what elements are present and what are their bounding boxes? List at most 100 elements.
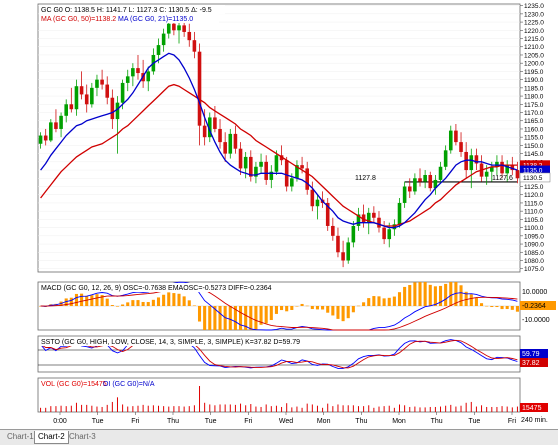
candle-body <box>336 235 340 253</box>
candle-body <box>372 212 376 218</box>
macd-hist-bar <box>403 286 407 306</box>
macd-hist-bar <box>269 306 273 321</box>
candle-body <box>100 79 104 85</box>
price-tick-label: 1080.0 <box>524 258 544 265</box>
price-tick-label: 1100.0 <box>524 225 544 232</box>
macd-histogram <box>39 282 519 330</box>
time-label: Thu <box>167 418 179 425</box>
time-label: Tue <box>468 418 480 425</box>
price-tick-label: 1200.0 <box>524 61 544 68</box>
macd-hist-bar <box>377 296 381 306</box>
macd-hist-bar <box>392 296 396 306</box>
macd-hist-bar <box>321 306 325 310</box>
macd-hist-bar <box>192 305 196 306</box>
macd-hist-bar <box>39 306 43 307</box>
macd-hist-bar <box>69 297 73 306</box>
candle-body <box>295 165 299 179</box>
candle-body <box>136 68 140 74</box>
macd-hist-bar <box>197 306 202 322</box>
time-label: Wed <box>279 418 293 425</box>
badge-ma21-bg <box>520 165 550 175</box>
candle-body <box>182 25 186 32</box>
macd-hist-bar <box>167 292 171 306</box>
time-label: Tue <box>92 418 104 425</box>
macd-hist-bar <box>295 306 299 307</box>
time-label: Mon <box>392 418 406 425</box>
macd-hist-bar <box>326 306 330 313</box>
candle-body <box>110 97 115 120</box>
macd-hist-bar <box>151 299 155 306</box>
price-tick-label: 1195.0 <box>524 69 544 76</box>
price-tick-label: 1190.0 <box>524 77 544 84</box>
candle-body <box>382 227 386 240</box>
macd-hist-bar <box>469 294 473 306</box>
candle-body <box>269 171 274 180</box>
candle-body <box>120 82 125 103</box>
candle-body <box>290 178 294 187</box>
candle-body <box>464 151 468 171</box>
macd-hist-bar <box>244 306 248 330</box>
ma21-line <box>40 52 518 229</box>
macd-hist-bar <box>74 293 78 306</box>
price-tick-label: 1075.0 <box>524 266 544 273</box>
candle-body <box>341 252 345 261</box>
macd-hist-bar <box>397 292 402 306</box>
candle-body <box>484 171 489 177</box>
candle-body <box>264 161 268 180</box>
candle-body <box>428 174 433 189</box>
macd-hist-bar <box>331 306 335 316</box>
macd-hist-bar <box>80 293 84 306</box>
price-tick-label: 1210.0 <box>524 44 544 51</box>
candle-body <box>377 217 381 228</box>
candle-body <box>90 87 94 105</box>
candle-body <box>274 155 279 172</box>
tab-chart-2[interactable]: Chart-2 <box>34 431 69 444</box>
candle-body <box>172 23 176 31</box>
macd-hist-bar <box>208 306 212 330</box>
macd-hist-bar <box>203 306 207 330</box>
candle-body <box>69 104 74 110</box>
macd-tick-upper: 10.0000 <box>522 289 547 296</box>
tab-chart-1[interactable]: Chart-1 <box>7 432 34 441</box>
tab-chart-3[interactable]: Chart-3 <box>69 432 96 441</box>
time-axis: 0:00 Tue Fri Thu Tue Fri Wed Mon Thu Mon Thu Tue Fri <box>53 412 517 425</box>
price-tick-label: 1090.0 <box>524 242 544 249</box>
macd-hist-bar <box>315 306 319 310</box>
price-tick-label: 1105.0 <box>524 217 544 224</box>
price-tick-label: 1225.0 <box>524 20 544 27</box>
macd-hist-bar <box>413 282 417 306</box>
timeframe-label: 240 min. <box>521 417 548 424</box>
macd-hist-bar <box>300 303 304 306</box>
ma50-label: MA (GC G0, 50)=1138.2 <box>41 16 116 23</box>
price-tick-label: 1095.0 <box>524 233 544 240</box>
candle-body <box>59 115 63 129</box>
macd-hist-bar <box>162 294 166 306</box>
macd-hist-bar <box>438 285 443 306</box>
time-label: Fri <box>508 418 517 425</box>
candle-body <box>197 51 202 126</box>
candle-body <box>361 214 366 223</box>
candle-body <box>397 202 402 225</box>
price-tick-label: 1110.0 <box>524 209 543 216</box>
vol-label: VOL (GC G0)=15475 <box>41 381 107 388</box>
macd-hist-bar <box>187 300 191 306</box>
candle-body <box>156 45 161 55</box>
time-label: Fri <box>244 418 253 425</box>
price-tick-label: 1185.0 <box>524 85 544 92</box>
candle-body <box>243 156 248 169</box>
macd-hist-bar <box>254 306 258 330</box>
macd-hist-bar <box>474 298 478 306</box>
macd-hist-bar <box>177 293 181 306</box>
ssto-d-line <box>40 339 518 369</box>
candle-body <box>115 102 120 120</box>
macd-hist-bar <box>372 296 376 306</box>
candle-body <box>79 86 84 95</box>
macd-hist-bar <box>454 282 458 306</box>
price-pane[interactable] <box>37 3 521 273</box>
macd-hist-bar <box>387 297 391 306</box>
macd-hist-bar <box>336 306 340 319</box>
macd-hist-bar <box>141 301 145 306</box>
price-tick-label: 1120.0 <box>524 192 544 199</box>
